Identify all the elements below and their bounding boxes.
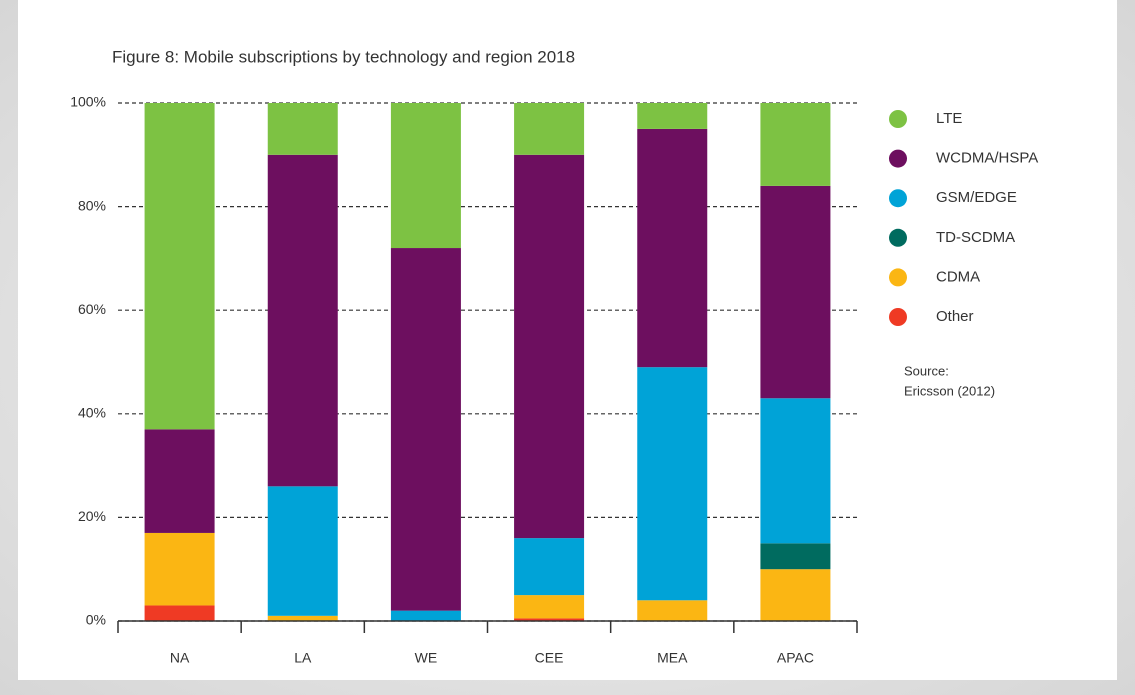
bar-segment — [637, 128, 708, 368]
y-tick-label: 100% — [70, 94, 106, 110]
bar-segment — [514, 595, 585, 619]
x-tick-label: APAC — [777, 650, 814, 666]
bar-segment — [760, 543, 831, 570]
x-tick-label: CEE — [535, 650, 564, 666]
legend-label: CDMA — [936, 268, 980, 285]
y-tick-label: 0% — [86, 612, 106, 628]
bar-segment — [390, 248, 461, 611]
legend-label: TD-SCDMA — [936, 229, 1015, 246]
bar-segment — [514, 538, 585, 596]
bar-segment — [267, 615, 338, 621]
y-tick-label: 40% — [78, 405, 106, 421]
bar-segment — [637, 367, 708, 601]
bar-segment — [637, 103, 708, 129]
bar-segment — [637, 600, 708, 621]
legend-swatch — [889, 189, 907, 208]
source-label: Source: — [904, 363, 949, 378]
bar-segment — [760, 103, 831, 186]
bar-segment — [144, 429, 215, 533]
bar-segment — [390, 103, 461, 249]
bar-segment — [267, 103, 338, 155]
y-tick-label: 20% — [78, 508, 106, 524]
legend-label: WCDMA/HSPA — [936, 150, 1038, 167]
legend-label: GSM/EDGE — [936, 189, 1017, 206]
x-tick-label: LA — [294, 650, 312, 666]
bar-segment — [390, 610, 461, 621]
legend-label: Other — [936, 308, 974, 325]
bar-segment — [144, 605, 215, 621]
bar-segment — [267, 486, 338, 616]
bar-segment — [144, 103, 215, 430]
chart-title: Figure 8: Mobile subscriptions by techno… — [112, 47, 575, 66]
bar-segment — [144, 532, 215, 606]
legend-swatch — [889, 228, 907, 247]
x-tick-label: WE — [415, 650, 438, 666]
y-tick-label: 80% — [78, 197, 106, 213]
legend-swatch — [889, 268, 907, 287]
bar-segment — [514, 154, 585, 539]
source-text: Ericsson (2012) — [904, 383, 995, 398]
bar-segment — [760, 569, 831, 621]
legend-swatch — [889, 110, 907, 128]
bar-segment — [267, 154, 338, 487]
bar-segment — [760, 185, 831, 399]
legend-label: LTE — [936, 110, 962, 127]
x-tick-label: NA — [170, 650, 190, 666]
legend-swatch — [889, 149, 907, 168]
y-tick-label: 60% — [78, 301, 106, 317]
x-tick-label: MEA — [657, 650, 688, 666]
bar-segment — [514, 103, 585, 155]
bar-segment — [760, 398, 831, 544]
legend-swatch — [889, 308, 907, 326]
bar-segment — [514, 618, 585, 621]
